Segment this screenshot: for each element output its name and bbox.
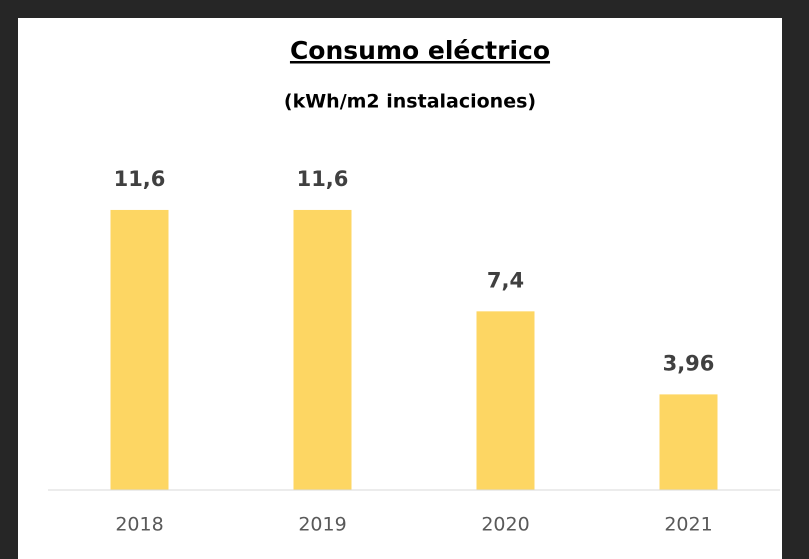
x-tick-label: 2020: [481, 514, 529, 536]
data-label: 3,96: [663, 351, 715, 375]
data-label: 11,6: [114, 167, 166, 191]
data-label: 7,4: [487, 268, 524, 292]
bar: [293, 209, 352, 490]
x-tick-label: 2018: [115, 514, 163, 536]
x-tick-label: 2021: [664, 514, 712, 536]
bar: [476, 311, 535, 490]
bar: [659, 394, 718, 490]
x-tick-label: 2019: [298, 514, 346, 536]
chart-subtitle: (kWh/m2 instalaciones): [284, 91, 536, 113]
bar: [110, 209, 169, 490]
data-label: 11,6: [297, 167, 349, 191]
chart-title: Consumo eléctrico: [290, 36, 550, 65]
